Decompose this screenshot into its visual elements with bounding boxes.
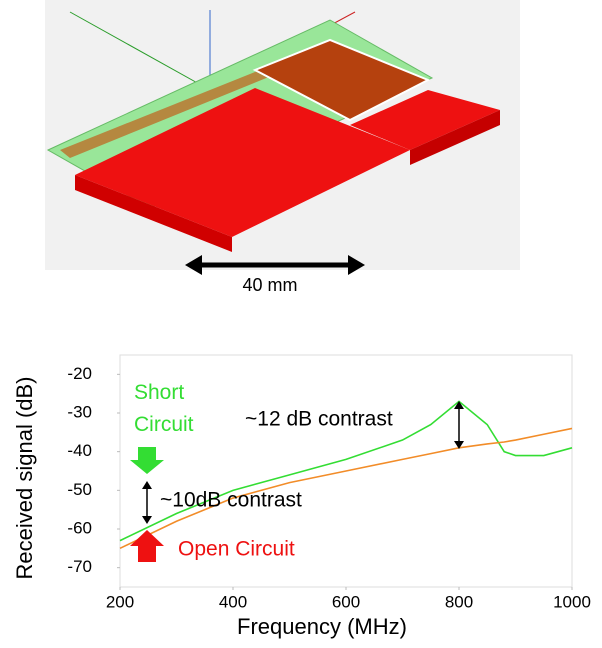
y-tick-label: -30 xyxy=(67,402,92,421)
x-tick-label: 1000 xyxy=(553,592,591,611)
y-axis-label: Received signal (dB) xyxy=(12,377,37,580)
y-tick-label: -60 xyxy=(67,518,92,537)
antenna-render: 40 mm xyxy=(45,0,520,295)
y-tick-label: -50 xyxy=(67,480,92,499)
y-tick-label: -40 xyxy=(67,441,92,460)
x-axis-label: Frequency (MHz) xyxy=(237,614,407,639)
y-tick-label: -70 xyxy=(67,557,92,576)
dimension-label: 40 mm xyxy=(242,275,297,295)
x-tick-label: 400 xyxy=(219,592,247,611)
series-label: Open Circuit xyxy=(178,538,295,561)
annotation: ~12 dB contrast xyxy=(245,408,393,431)
x-tick-label: 600 xyxy=(332,592,360,611)
x-tick-label: 200 xyxy=(106,592,134,611)
page: 40 mm Frequency (MHz) Received signal (d… xyxy=(0,0,602,648)
annotation: ~10dB contrast xyxy=(160,489,302,512)
x-tick-label: 800 xyxy=(445,592,473,611)
figure: 40 mm Frequency (MHz) Received signal (d… xyxy=(0,0,602,643)
y-tick-label: -20 xyxy=(67,364,92,383)
